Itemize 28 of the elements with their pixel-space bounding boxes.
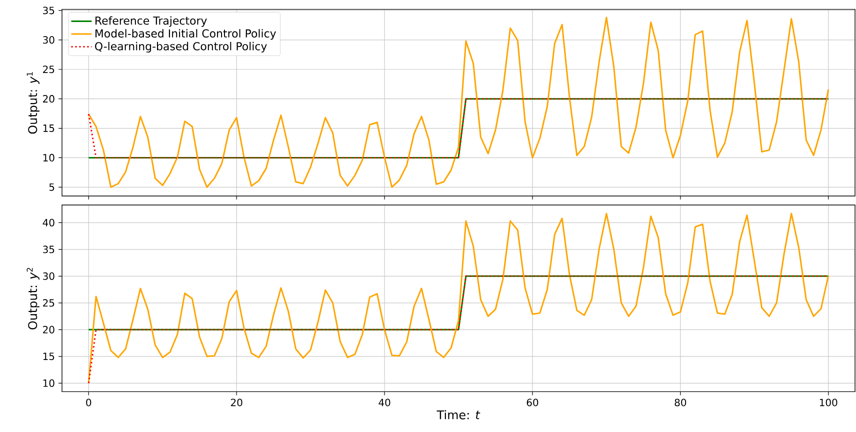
x-tick-label: 0: [86, 398, 92, 406]
x-tick-label: 100: [820, 398, 838, 406]
y-tick-label: 25: [43, 299, 54, 307]
y-tick-label: 40: [42, 218, 54, 226]
x-tick-label: 40: [378, 398, 390, 406]
legend-label: Reference Trajectory: [96, 16, 207, 27]
line-series: [88, 212, 830, 384]
y-tick-label: 30: [43, 272, 54, 280]
y-tick-label: 20: [43, 326, 54, 334]
x-tick-label: 20: [230, 398, 242, 406]
y-tick-label: 25: [43, 66, 54, 74]
x-axis-title: Time: t: [436, 410, 480, 420]
y-tick-label: 35: [43, 246, 54, 254]
y-axis-title: Output: y$^{1}$: [26, 72, 40, 134]
y-tick-label: 10: [43, 154, 54, 162]
x-tick-label: 60: [526, 398, 538, 406]
legend-label: Model-based Initial Control Policy: [96, 29, 276, 40]
line-series: [88, 16, 830, 188]
y-axis-title: Output: y$^{2}$: [26, 268, 40, 330]
y-tick-label: 15: [43, 352, 54, 360]
y-tick-label: 35: [43, 6, 54, 14]
y-tick-label: 10: [43, 379, 54, 387]
y-tick-label: 15: [43, 124, 54, 132]
y-tick-label: 30: [43, 36, 54, 44]
x-tick-label: 80: [674, 398, 686, 406]
legend-label: Q-learning-based Control Policy: [95, 42, 267, 53]
y-tick-label: 20: [43, 95, 54, 103]
y-tick-label: 5: [49, 183, 54, 191]
